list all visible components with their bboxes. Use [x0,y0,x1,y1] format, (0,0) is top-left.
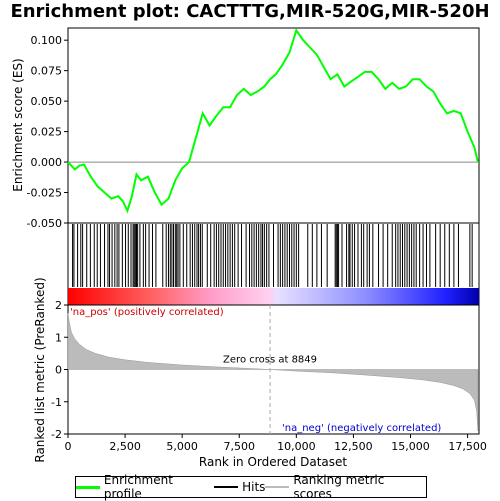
enrichment-y-ticks: -0.050 -0.025 0.000 0.025 0.050 0.075 0.100 [27,34,68,230]
zero-cross-label: Zero cross at 8849 [223,355,317,366]
legend-label-ranking: Ranking metric scores [293,473,385,501]
legend-swatch-hits [214,486,239,488]
na-pos-annotation: 'na_pos' (positively correlated) [70,307,224,318]
ranked-metric-y-axis-label: Ranked list metric (PreRanked) [33,277,47,462]
enrichment-y-tick-label: 0.000 [31,156,63,169]
legend-swatch-ranking [265,486,290,488]
chart-title: Enrichment plot: CACTTTG,MIR-520G,MIR-52… [10,1,490,22]
enrichment-y-tick-label: 0.075 [31,65,63,78]
enrichment-frame [67,27,480,224]
enrichment-y-tick-label: 0.100 [31,34,63,47]
hits-panel [67,222,480,306]
x-tick-label: 17,500 [448,440,487,453]
x-tick-label: 12,500 [334,440,373,453]
enrichment-y-tick-label: 0.050 [31,95,63,108]
enrichment-y-axis-label: Enrichment score (ES) [11,58,25,191]
ranked-metric-panel: Zero cross at 8849 'na_pos' (positively … [33,277,487,469]
x-axis-label: Rank in Ordered Dataset [199,455,347,469]
x-tick-label: 5,000 [166,440,198,453]
ranked-y-tick-label: 1 [55,331,62,344]
hit-markers [72,224,473,287]
x-tick-label: 2,500 [109,440,141,453]
enrichment-y-tick-label: -0.050 [27,217,62,230]
legend-swatch-enrichment [76,485,100,489]
legend-label-enrichment: Enrichment profile [103,473,173,501]
x-tick-label: 15,000 [391,440,430,453]
x-tick-label: 0 [65,440,72,453]
legend-item-enrichment-profile: Enrichment profile [76,473,214,501]
enrichment-y-tick-label: 0.025 [31,126,63,139]
ranked-y-tick-label: 2 [55,299,62,312]
rank-color-bar [68,288,479,305]
enrichment-y-tick-label: -0.025 [27,187,62,200]
legend: Enrichment profile Hits Ranking metric s… [75,473,427,501]
rank-x-ticks: 0 2,500 5,000 7,500 10,000 12,500 15,000 17,500 [65,434,487,453]
ranked-y-tick-label: -2 [51,428,62,441]
legend-item-ranking-metric: Ranking metric scores [265,473,426,501]
ranked-metric-y-ticks: -2 -1 0 1 2 [51,299,68,441]
enrichment-panel: -0.050 -0.025 0.000 0.025 0.050 0.075 0.100 En… [11,27,480,230]
enrichment-profile-line [67,28,479,214]
ranked-y-tick-label: 0 [55,364,62,377]
na-neg-annotation: 'na_neg' (negatively correlated) [282,423,441,434]
legend-label-hits: Hits [242,480,266,494]
x-tick-label: 10,000 [277,440,316,453]
legend-item-hits: Hits [214,480,265,494]
ranked-y-tick-label: -1 [51,396,62,409]
x-tick-label: 7,500 [224,440,256,453]
